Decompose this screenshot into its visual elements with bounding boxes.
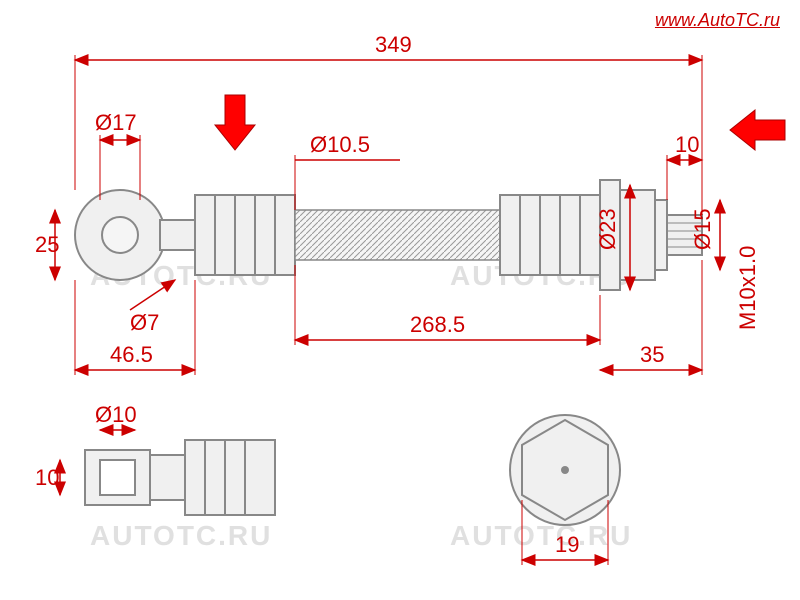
dim-s10d: Ø10 <box>95 402 137 427</box>
right-crimp <box>500 195 600 275</box>
dim-thread: M10x1.0 <box>735 246 760 330</box>
left-crimp <box>195 195 295 275</box>
side-view <box>85 440 275 515</box>
dim-banjo-dia: Ø17 <box>95 110 137 135</box>
technical-drawing: 349 Ø17 Ø10.5 25 Ø7 46.5 268.5 35 Ø23 Ø1… <box>0 0 800 600</box>
dim-23: Ø23 <box>595 208 620 250</box>
dim-hole7: Ø7 <box>130 310 159 335</box>
indicator-arrow-left <box>730 110 785 150</box>
hose-body <box>295 210 500 260</box>
dim-10t: 10 <box>675 132 699 157</box>
indicator-arrow-down <box>215 95 255 150</box>
hex-end-view <box>510 415 620 525</box>
dim-15: Ø15 <box>690 208 715 250</box>
dim-268: 268.5 <box>410 312 465 337</box>
dim-hose-dia: Ø10.5 <box>310 132 370 157</box>
dim-35: 35 <box>640 342 664 367</box>
dim-46: 46.5 <box>110 342 153 367</box>
banjo-eye <box>75 190 195 280</box>
dim-19: 19 <box>555 532 579 557</box>
dim-s10h: 10 <box>35 465 59 490</box>
dim-25: 25 <box>35 232 59 257</box>
dim-overall: 349 <box>375 32 412 57</box>
